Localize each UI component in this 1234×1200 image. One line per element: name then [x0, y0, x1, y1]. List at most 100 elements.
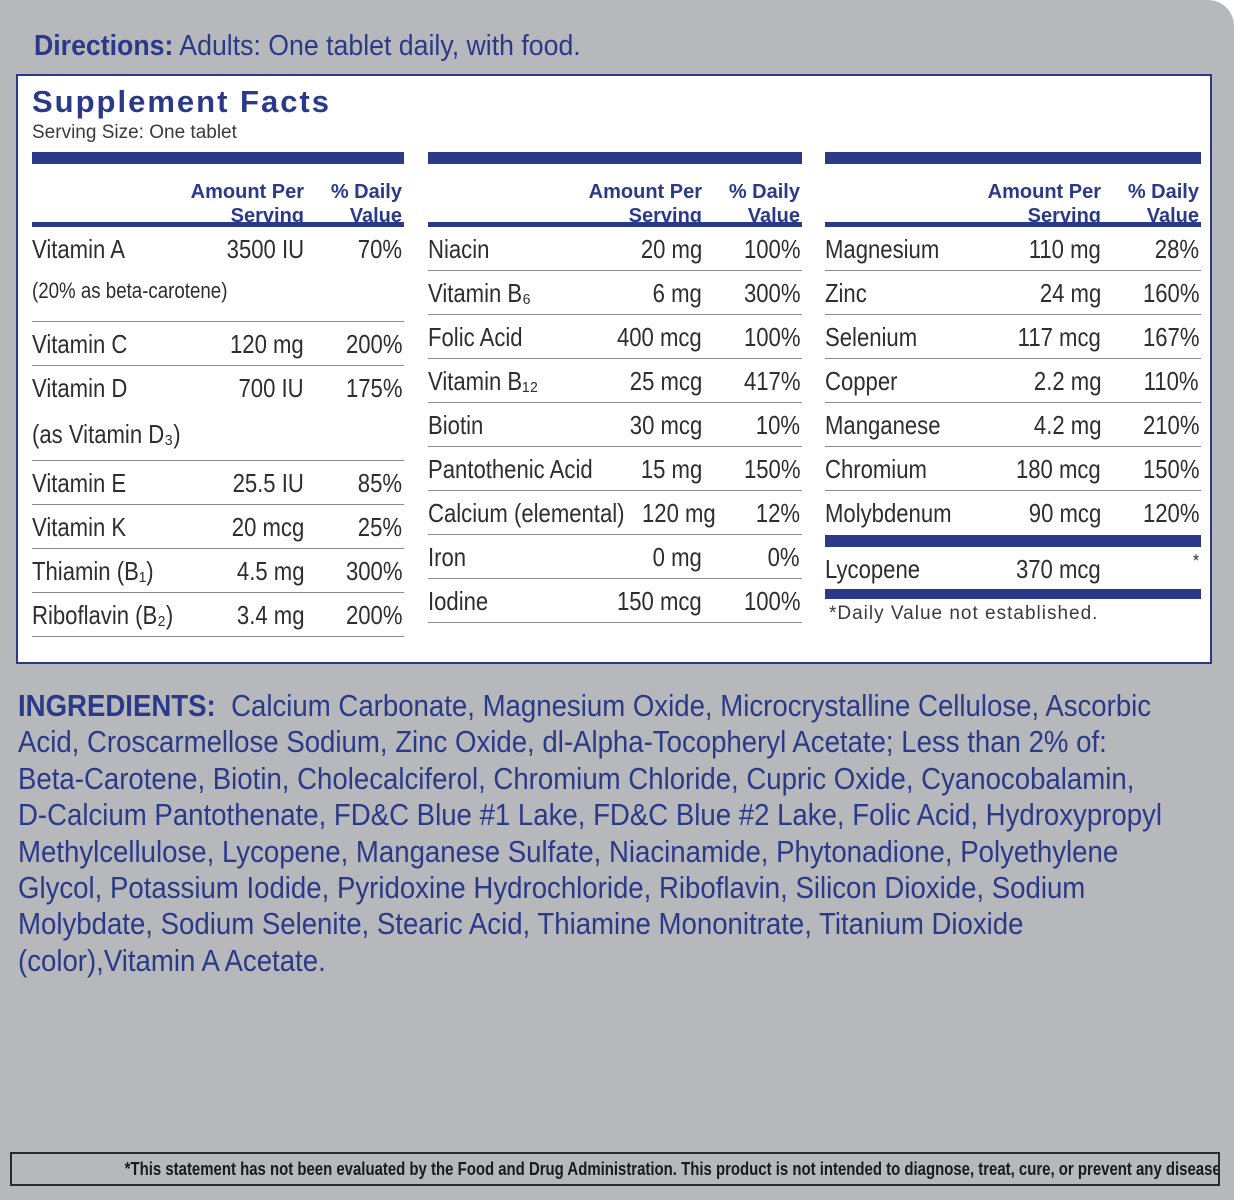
- nutrient-daily-value: 85%: [357, 468, 402, 498]
- nutrient-amount: 0 mg: [652, 542, 702, 572]
- nutrient-amount: 120 mg: [230, 329, 304, 359]
- nutrient-name: Vitamin D: [32, 373, 128, 403]
- nutrient-daily-value: 167%: [1142, 322, 1199, 352]
- ingredients-line: (color),Vitamin A Acetate.: [18, 942, 326, 978]
- nutrient-amount: 4.2 mg: [1033, 410, 1101, 440]
- ingredients-line: Acid, Croscarmellose Sodium, Zinc Oxide,…: [18, 724, 1107, 760]
- nutrient-name: Selenium: [825, 322, 918, 352]
- nutrient-name: Vitamin B₆: [428, 278, 532, 308]
- supplement-facts-title: Supplement Facts: [32, 84, 331, 119]
- nutrient-amount: 120 mg: [642, 498, 716, 528]
- nutrient-row: Chromium 180 mcg 150%: [825, 447, 1201, 491]
- nutrient-row: Molybdenum 90 mcg 120%: [825, 491, 1201, 535]
- nutrient-amount: 117 mcg: [1017, 322, 1101, 352]
- footnote-wrap: *Daily Value not established.: [825, 599, 1201, 629]
- nutrient-name: Vitamin K: [32, 512, 127, 542]
- nutrient-row: Zinc 24 mg 160%: [825, 271, 1201, 315]
- nutrient-row: Thiamin (B₁) 4.5 mg 300%: [32, 549, 404, 593]
- ingredients-line: Methylcellulose, Lycopene, Manganese Sul…: [18, 833, 1119, 869]
- nutrient-row: Folic Acid 400 mcg 100%: [428, 315, 802, 359]
- nutrient-daily-value: 100%: [743, 322, 800, 352]
- divider-bar: [32, 222, 404, 227]
- nutrient-name: Molybdenum: [825, 498, 952, 528]
- nutrient-name: Vitamin E: [32, 468, 127, 498]
- nutrient-note: (20% as beta-carotene): [32, 278, 228, 303]
- nutrient-daily-value: 12%: [755, 498, 800, 528]
- nutrient-daily-value: 28%: [1154, 234, 1199, 264]
- nutrient-row: Riboflavin (B₂) 3.4 mg 200%: [32, 593, 404, 637]
- nutrient-amount: 25.5 IU: [232, 468, 304, 498]
- amount-per-serving-header: Amount Per Serving: [190, 181, 304, 227]
- ingredients-line: Glycol, Potassium Iodide, Pyridoxine Hyd…: [18, 870, 1086, 906]
- fda-disclaimer-box: *This statement has not been evaluated b…: [10, 1152, 1220, 1186]
- divider-bar: [825, 152, 1201, 164]
- divider-bar: [825, 222, 1201, 227]
- nutrient-name: Niacin: [428, 234, 490, 264]
- divider-bar: [825, 535, 1201, 547]
- nutrient-amount: 90 mcg: [1028, 498, 1101, 528]
- nutrient-amount: 4.5 mg: [236, 556, 304, 586]
- nutrient-daily-value: 0%: [768, 542, 800, 572]
- nutrient-name: Lycopene: [825, 554, 921, 584]
- ingredients-line: Beta-Carotene, Biotin, Cholecalciferol, …: [18, 760, 1135, 796]
- serving-size: Serving Size: One tablet: [32, 122, 237, 143]
- nutrient-row: Selenium 117 mcg 167%: [825, 315, 1201, 359]
- nutrient-daily-value: *: [1193, 551, 1199, 571]
- nutrient-daily-value: 210%: [1142, 410, 1199, 440]
- nutrient-name: Chromium: [825, 454, 927, 484]
- ingredients-line: Molybdate, Sodium Selenite, Stearic Acid…: [18, 906, 1024, 942]
- ingredients-text: Calcium Carbonate, Magnesium Oxide, Micr…: [231, 688, 1152, 723]
- nutrient-amount: 110 mg: [1028, 234, 1101, 264]
- nutrient-row: Vitamin B₁₂ 25 mcg 417%: [428, 359, 802, 403]
- nutrient-row: Pantothenic Acid 15 mg 150%: [428, 447, 802, 491]
- nutrient-name: Biotin: [428, 410, 484, 440]
- ingredients-label: INGREDIENTS:: [18, 688, 216, 723]
- daily-value-header: % Daily Value: [728, 181, 800, 227]
- nutrient-daily-value: 160%: [1142, 278, 1199, 308]
- column-header: Amount Per Serving % Daily Value: [825, 164, 1201, 227]
- directions-label: Directions:: [34, 30, 174, 62]
- nutrient-row: Vitamin B₆ 6 mg 300%: [428, 271, 802, 315]
- daily-value-header: % Daily Value: [1127, 181, 1199, 227]
- ingredients-line: D-Calcium Pantothenate, FD&C Blue #1 Lak…: [18, 797, 1162, 833]
- nutrient-row: Vitamin D 700 IU 175%: [32, 366, 404, 413]
- nutrient-name: Folic Acid: [428, 322, 523, 352]
- nutrient-row: Biotin 30 mcg 10%: [428, 403, 802, 447]
- nutrient-amount: 400 mcg: [617, 322, 702, 352]
- nutrient-row: Magnesium 110 mg 28%: [825, 227, 1201, 271]
- nutrient-daily-value: 150%: [743, 454, 800, 484]
- nutrient-daily-value: 300%: [743, 278, 800, 308]
- nutrient-note: (as Vitamin D₃): [32, 419, 181, 449]
- nutrient-daily-value: 10%: [755, 410, 800, 440]
- nutrient-row: Manganese 4.2 mg 210%: [825, 403, 1201, 447]
- nutrient-amount: 20 mg: [640, 234, 702, 264]
- nutrient-row: Lycopene 370 mcg *: [825, 547, 1201, 589]
- ingredients-line: INGREDIENTS: Calcium Carbonate, Magnesiu…: [18, 688, 1151, 724]
- facts-column-3: Amount Per Serving % Daily Value Magnesi…: [825, 152, 1201, 629]
- daily-value-header: % Daily Value: [330, 181, 402, 227]
- divider-bar: [428, 152, 802, 164]
- nutrient-row: Calcium (elemental) 120 mg 12%: [428, 491, 802, 535]
- nutrient-name: Manganese: [825, 410, 941, 440]
- nutrient-daily-value: 175%: [345, 373, 402, 403]
- nutrient-name: Thiamin (B₁): [32, 556, 154, 586]
- nutrient-amount: 150 mcg: [617, 586, 702, 616]
- nutrient-daily-value: 200%: [345, 600, 402, 630]
- supplement-facts-panel: Supplement Facts Serving Size: One table…: [16, 74, 1212, 664]
- nutrient-row: Copper 2.2 mg 110%: [825, 359, 1201, 403]
- divider-bar: [825, 589, 1201, 599]
- nutrient-name: Zinc: [825, 278, 867, 308]
- nutrient-note-row: (as Vitamin D₃): [32, 413, 404, 461]
- nutrient-daily-value: 70%: [357, 234, 402, 264]
- directions: Directions: Adults: One tablet daily, wi…: [34, 30, 581, 63]
- nutrient-amount: 15 mg: [640, 454, 702, 484]
- nutrient-daily-value: 25%: [357, 512, 402, 542]
- nutrient-row: Iodine 150 mcg 100%: [428, 579, 802, 623]
- nutrient-daily-value: 100%: [743, 234, 800, 264]
- nutrient-name: Iron: [428, 542, 467, 572]
- nutrient-name: Vitamin C: [32, 329, 128, 359]
- facts-column-2: Amount Per Serving % Daily Value Niacin …: [428, 152, 802, 623]
- nutrient-amount: 2.2 mg: [1033, 366, 1101, 396]
- nutrient-amount: 24 mg: [1039, 278, 1101, 308]
